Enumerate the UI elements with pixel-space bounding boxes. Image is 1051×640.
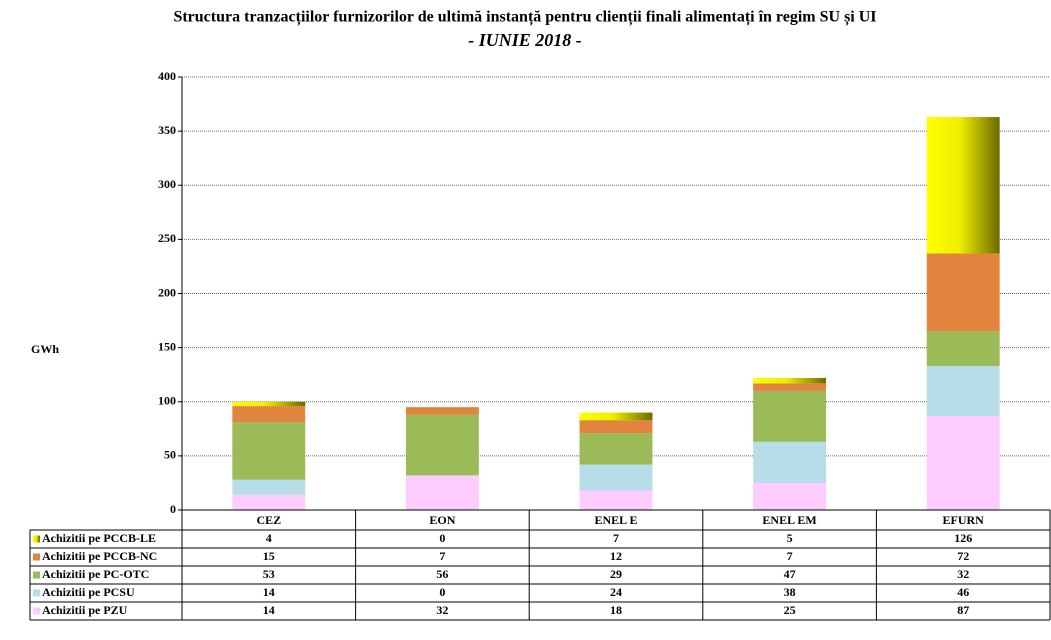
bar-segment: [232, 401, 306, 407]
table-value: 87: [957, 603, 969, 617]
table-value: 25: [784, 603, 796, 617]
table-value: 24: [610, 585, 622, 599]
table-value: 46: [957, 585, 969, 599]
x-tick-label: CEZ: [256, 513, 281, 527]
x-tick-label: EFURN: [943, 513, 985, 527]
bar-segment: [926, 366, 1000, 416]
table-value: 5: [787, 531, 793, 545]
table-value: 53: [263, 567, 275, 581]
y-tick-label: 50: [164, 448, 176, 462]
bar-segment: [926, 117, 1000, 254]
bar-segment: [405, 414, 479, 476]
table-value: 7: [787, 549, 793, 563]
bar-segment: [232, 422, 306, 480]
y-tick-label: 150: [158, 339, 176, 353]
y-tick-label: 0: [170, 502, 176, 516]
table-value: 0: [439, 531, 445, 545]
y-tick-label: 300: [158, 177, 176, 191]
y-tick-label: 400: [158, 69, 176, 83]
legend-swatch: [33, 553, 40, 561]
table-value: 7: [439, 549, 445, 563]
x-tick-label: EON: [429, 513, 455, 527]
table-value: 72: [957, 549, 969, 563]
legend-swatch: [33, 535, 40, 543]
table-value: 15: [263, 549, 275, 563]
bar-segment: [579, 420, 653, 434]
table-value: 14: [263, 603, 275, 617]
x-tick-label: ENEL E: [594, 513, 637, 527]
bar-segment: [926, 253, 1000, 332]
legend-label: Achizitii pe PCCB-NC: [42, 549, 157, 563]
chart-subtitle: - IUNIE 2018 -: [468, 30, 582, 50]
table-value: 14: [263, 585, 275, 599]
bar-segment: [753, 390, 827, 442]
y-tick-label: 100: [158, 394, 176, 408]
y-tick-label: 350: [158, 123, 176, 137]
bar-segment: [232, 479, 306, 495]
bar-segment: [753, 482, 827, 510]
legend-label: Achizitii pe PCSU: [42, 585, 135, 599]
legend-label: Achizitii pe PCCB-LE: [42, 531, 156, 545]
y-tick-label: 200: [158, 285, 176, 299]
bar-segment: [926, 331, 1000, 367]
bar-segment: [405, 475, 479, 510]
bar-segment: [232, 494, 306, 510]
bar-segment: [926, 415, 1000, 510]
bar-segment: [579, 412, 653, 421]
bar-segment: [579, 464, 653, 491]
x-tick-label: ENEL EM: [762, 513, 816, 527]
table-value: 126: [954, 531, 972, 545]
bar-segment: [579, 490, 653, 510]
bar-segment: [753, 441, 827, 483]
table-value: 4: [266, 531, 272, 545]
chart-title: Structura tranzacțiilor furnizorilor de …: [173, 9, 876, 27]
table-value: 0: [439, 585, 445, 599]
bar-segment: [579, 433, 653, 465]
y-axis-label: GWh: [31, 342, 59, 356]
table-value: 47: [784, 567, 796, 581]
table-value: 38: [784, 585, 796, 599]
y-tick-label: 250: [158, 231, 176, 245]
legend-label: Achizitii pe PC-OTC: [42, 567, 149, 581]
table-value: 18: [610, 603, 622, 617]
legend-swatch: [33, 589, 40, 597]
table-value: 7: [613, 531, 619, 545]
table-value: 32: [957, 567, 969, 581]
table-value: 29: [610, 567, 622, 581]
table-value: 12: [610, 549, 622, 563]
legend-swatch: [33, 607, 40, 615]
legend-swatch: [33, 571, 40, 579]
legend-label: Achizitii pe PZU: [42, 603, 128, 617]
bar-segment: [753, 383, 827, 391]
bar-segment: [405, 407, 479, 415]
table-value: 56: [436, 567, 448, 581]
bar-segment: [753, 377, 827, 384]
bar-segment: [232, 406, 306, 423]
table-value: 32: [436, 603, 448, 617]
